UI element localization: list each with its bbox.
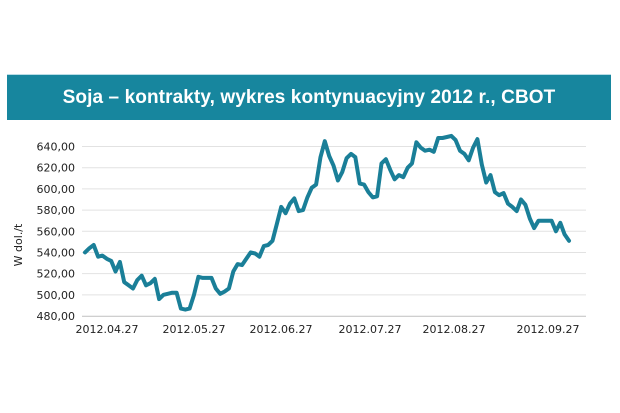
x-tick-label: 2012.09.27 [517, 323, 580, 336]
y-tick-label: 620,00 [37, 162, 76, 175]
chart-title: Soja – kontrakty, wykres kontynuacyjny 2… [62, 86, 556, 108]
y-axis-ticks: 480,00 500,00 520,00 540,00 560,00 580,00 600,… [37, 141, 76, 324]
y-tick-label: 580,00 [37, 204, 76, 217]
y-tick-label: 640,00 [37, 141, 76, 154]
y-tick-label: 540,00 [37, 246, 76, 259]
chart-title-bar: Soja – kontrakty, wykres kontynuacyjny 2… [7, 74, 611, 120]
x-axis-ticks: 2012.04.27 2012.05.27 2012.06.27 2012.07.27… [76, 323, 580, 336]
y-axis-label: W dol./t [12, 223, 25, 266]
y-tick-label: 600,00 [37, 183, 76, 196]
y-tick-label: 500,00 [37, 289, 76, 302]
x-tick-label: 2012.04.27 [76, 323, 139, 336]
x-tick-label: 2012.08.27 [423, 323, 486, 336]
y-tick-label: 520,00 [37, 268, 76, 281]
y-tick-label: 560,00 [37, 225, 76, 238]
series-line [83, 133, 571, 312]
x-tick-label: 2012.06.27 [250, 323, 313, 336]
x-tick-label: 2012.07.27 [339, 323, 402, 336]
y-tick-label: 480,00 [37, 310, 76, 323]
x-tick-label: 2012.05.27 [163, 323, 226, 336]
